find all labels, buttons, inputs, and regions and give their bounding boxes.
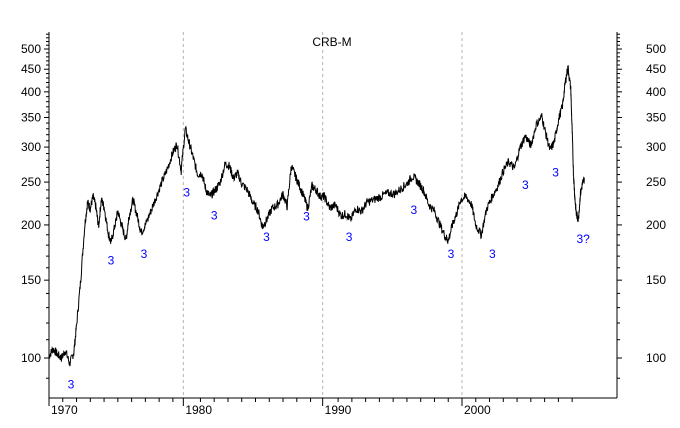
- wave-label-13: 3?: [576, 232, 590, 246]
- x-tick-label-1990: 1990: [325, 403, 352, 417]
- y-tick-label-right-400: 400: [646, 85, 666, 99]
- series-line-crb-m: [48, 65, 585, 367]
- y-tick-label-right-150: 150: [646, 273, 666, 287]
- y-tick-label-left-200: 200: [21, 218, 41, 232]
- wave-label-5: 3: [263, 230, 270, 244]
- chart-title: CRB-M: [312, 35, 351, 49]
- wave-label-4: 3: [211, 209, 218, 223]
- wave-label-10: 3: [489, 247, 496, 261]
- y-tick-label-right-250: 250: [646, 175, 666, 189]
- y-tick-label-right-300: 300: [646, 140, 666, 154]
- wave-label-0: 3: [68, 378, 75, 392]
- y-tick-label-right-350: 350: [646, 110, 666, 124]
- wave-label-7: 3: [346, 230, 353, 244]
- x-tick-label-2000: 2000: [464, 403, 491, 417]
- y-tick-label-right-200: 200: [646, 218, 666, 232]
- y-tick-label-right-450: 450: [646, 62, 666, 76]
- wave-label-2: 3: [108, 254, 115, 268]
- x-tick-label-1980: 1980: [185, 403, 212, 417]
- wave-label-11: 3: [522, 178, 529, 192]
- x-tick-label-1970: 1970: [51, 403, 78, 417]
- wave-label-8: 3: [410, 203, 417, 217]
- y-tick-label-left-350: 350: [21, 110, 41, 124]
- y-tick-label-right-500: 500: [646, 42, 666, 56]
- y-tick-label-left-450: 450: [21, 62, 41, 76]
- grid-layer: [182, 32, 463, 398]
- y-tick-label-left-500: 500: [21, 42, 41, 56]
- wave-label-9: 3: [448, 247, 455, 261]
- y-tick-label-left-150: 150: [21, 273, 41, 287]
- wave-label-3: 3: [141, 247, 148, 261]
- wave-label-6: 3: [303, 209, 310, 223]
- y-tick-label-right-100: 100: [646, 351, 666, 365]
- y-tick-label-left-300: 300: [21, 140, 41, 154]
- wave-annotations: 3 3 3 3 3 3 3 3 3 3 3 3 3 3?: [68, 165, 590, 391]
- axes: [48, 32, 618, 399]
- wave-label-12: 3: [552, 165, 559, 179]
- wave-label-1: 3: [183, 185, 190, 199]
- ticks: [44, 33, 622, 406]
- y-tick-label-left-400: 400: [21, 85, 41, 99]
- y-tick-label-left-250: 250: [21, 175, 41, 189]
- tick-labels: 500 500 450 450 400 400 350 350 300 300 250 250 200 2…: [21, 42, 666, 417]
- y-tick-label-left-100: 100: [21, 351, 41, 365]
